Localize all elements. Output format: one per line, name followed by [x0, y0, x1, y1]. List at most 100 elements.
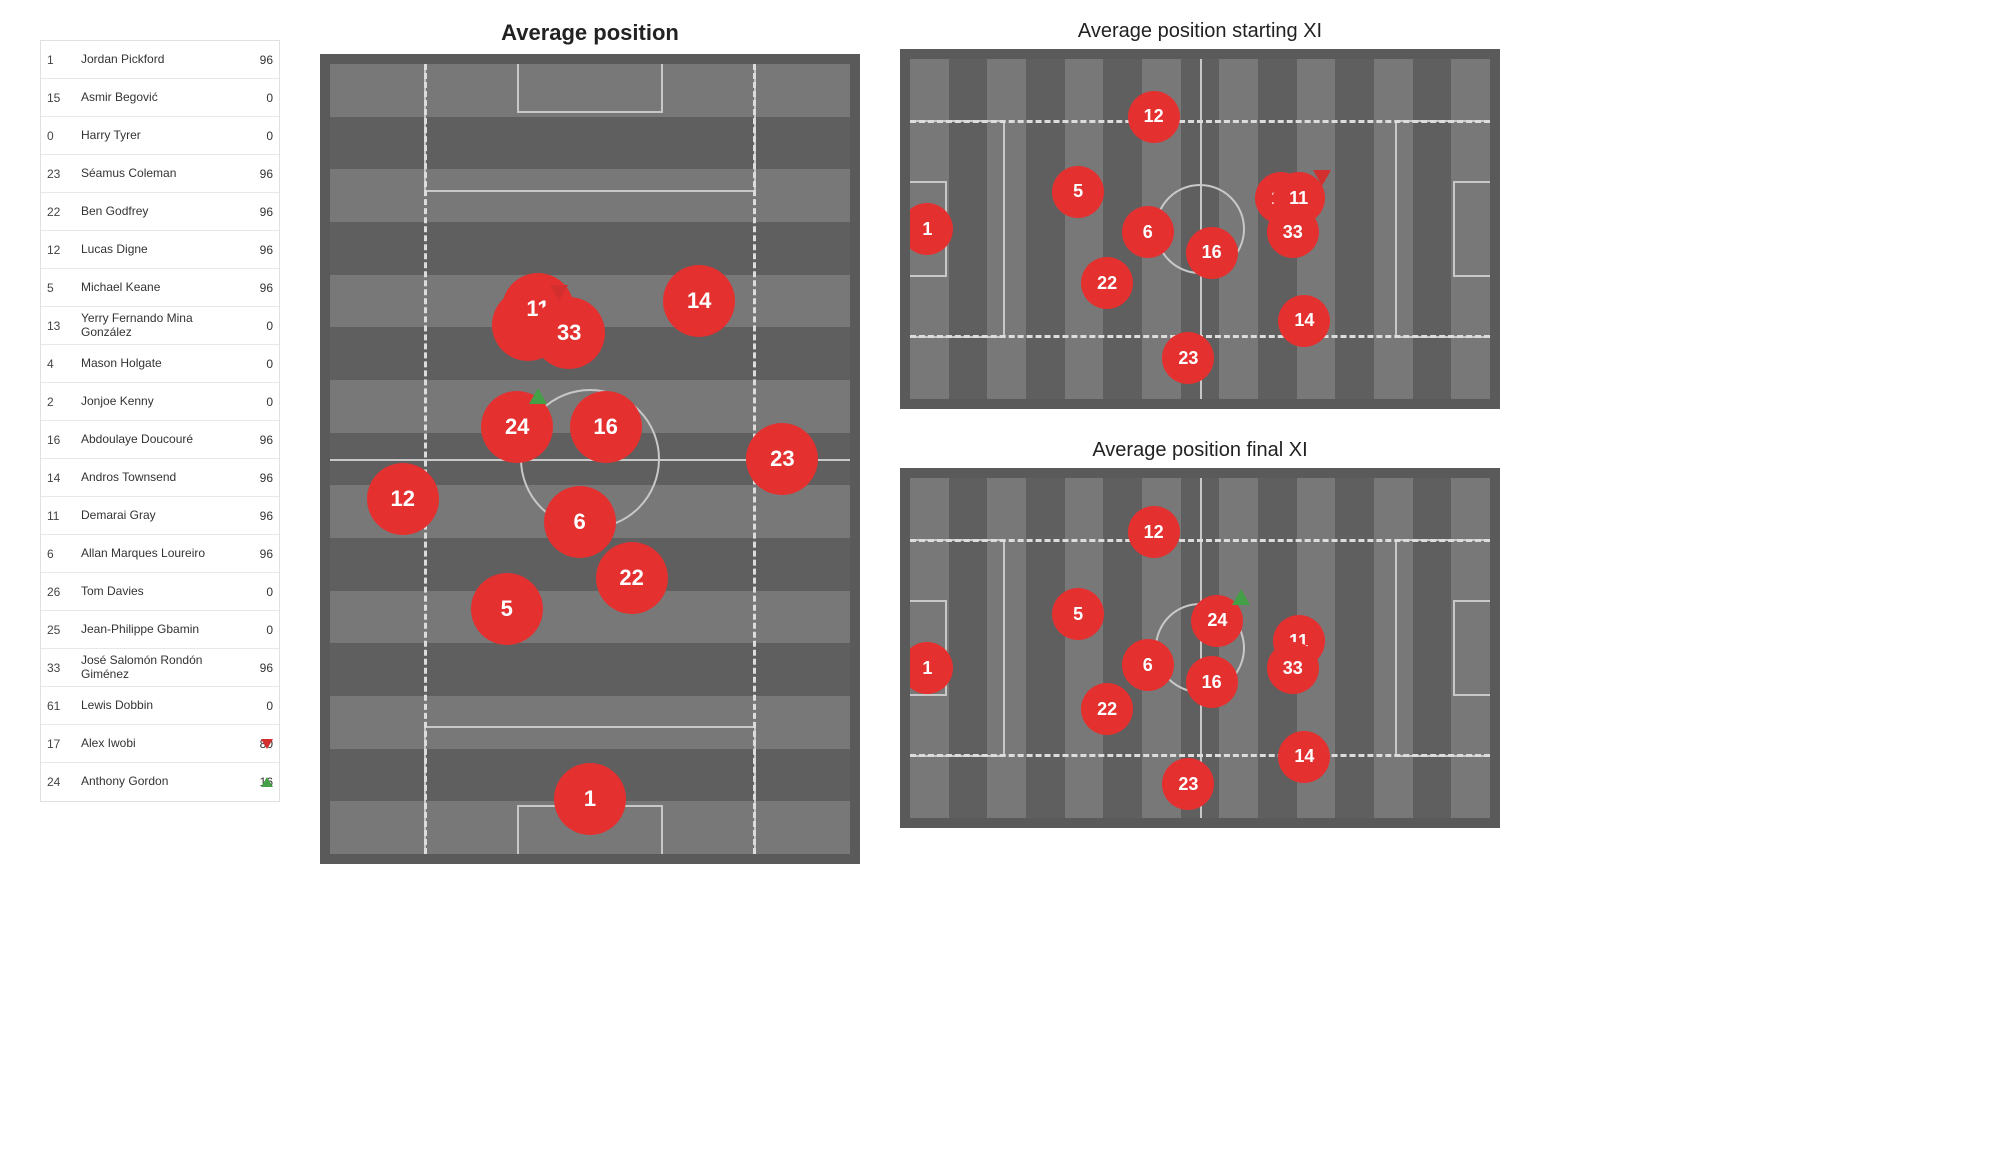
player-row: 2Jonjoe Kenny0: [41, 383, 279, 421]
player-position-dot: 1: [554, 763, 626, 835]
player-number: 0: [47, 129, 77, 143]
player-position-dot: 5: [1052, 588, 1104, 640]
sub-in-icon: [1232, 589, 1250, 605]
player-name: Ben Godfrey: [77, 205, 239, 219]
player-position-dot: 22: [596, 542, 668, 614]
player-number: 22: [47, 205, 77, 219]
sub-in-icon: [529, 388, 547, 404]
player-row: 24Anthony Gordon16: [41, 763, 279, 801]
player-name: Harry Tyrer: [77, 129, 239, 143]
player-position-dot: 6: [1122, 206, 1174, 258]
player-name: Demarai Gray: [77, 509, 239, 523]
player-position-dot: 23: [746, 423, 818, 495]
player-name: Lucas Digne: [77, 243, 239, 257]
player-number: 61: [47, 699, 77, 713]
player-position-dot: 23: [1162, 758, 1214, 810]
player-position-dot: 16: [570, 391, 642, 463]
player-position-dot: 14: [1278, 295, 1330, 347]
player-row: 26Tom Davies0: [41, 573, 279, 611]
main-layout: 1Jordan Pickford9615Asmir Begović00Harry…: [40, 20, 1960, 864]
player-row: 12Lucas Digne96: [41, 231, 279, 269]
player-position-dot: 6: [544, 486, 616, 558]
player-position-dot: 5: [471, 573, 543, 645]
player-number: 12: [47, 243, 77, 257]
player-minutes: 80: [239, 737, 273, 751]
player-minutes: 0: [239, 129, 273, 143]
player-row: 23Séamus Coleman96: [41, 155, 279, 193]
player-name: Jean-Philippe Gbamin: [77, 623, 239, 637]
player-row: 0Harry Tyrer0: [41, 117, 279, 155]
player-minutes: 0: [239, 623, 273, 637]
player-position-dot: 5: [1052, 166, 1104, 218]
player-row: 16Abdoulaye Doucouré96: [41, 421, 279, 459]
player-row: 17Alex Iwobi80: [41, 725, 279, 763]
player-name: Andros Townsend: [77, 471, 239, 485]
player-number: 6: [47, 547, 77, 561]
center-pitch: 152261223241617113314: [320, 54, 860, 864]
player-name: Tom Davies: [77, 585, 239, 599]
player-position-dot: 1: [901, 642, 953, 694]
player-name: Séamus Coleman: [77, 167, 239, 181]
player-minutes: 96: [239, 167, 273, 181]
player-name: Jonjoe Kenny: [77, 395, 239, 409]
player-roster-table: 1Jordan Pickford9615Asmir Begović00Harry…: [40, 40, 280, 802]
player-position-dot: 12: [1128, 91, 1180, 143]
player-row: 6Allan Marques Loureiro96: [41, 535, 279, 573]
player-number: 15: [47, 91, 77, 105]
player-minutes: 0: [239, 319, 273, 333]
player-position-dot: 12: [367, 463, 439, 535]
player-row: 4Mason Holgate0: [41, 345, 279, 383]
player-minutes: 0: [239, 357, 273, 371]
bottom-right-pitch-title: Average position final XI: [900, 439, 1500, 462]
player-name: Jordan Pickford: [77, 53, 239, 67]
player-minutes: 16: [239, 775, 273, 789]
player-number: 14: [47, 471, 77, 485]
player-position-dot: 14: [1278, 731, 1330, 783]
sub-out-icon: [1313, 170, 1331, 186]
player-position-dot: 33: [1267, 206, 1319, 258]
player-minutes: 0: [239, 395, 273, 409]
player-minutes: 96: [239, 205, 273, 219]
player-position-dot: 23: [1162, 332, 1214, 384]
player-row: 1Jordan Pickford96: [41, 41, 279, 79]
right-pitch-column: Average position starting XI 15226122316…: [900, 20, 1500, 828]
player-name: Lewis Dobbin: [77, 699, 239, 713]
player-position-dot: 16: [1186, 227, 1238, 279]
center-pitch-column: Average position 152261223241617113314: [320, 20, 860, 864]
top-right-pitch-title: Average position starting XI: [900, 20, 1500, 43]
player-number: 23: [47, 167, 77, 181]
player-name: Abdoulaye Doucouré: [77, 433, 239, 447]
player-name: Allan Marques Loureiro: [77, 547, 239, 561]
player-row: 11Demarai Gray96: [41, 497, 279, 535]
player-minutes: 96: [239, 547, 273, 561]
player-number: 24: [47, 775, 77, 789]
player-position-dot: 16: [1186, 656, 1238, 708]
player-number: 1: [47, 53, 77, 67]
player-minutes: 96: [239, 661, 273, 675]
player-number: 16: [47, 433, 77, 447]
player-row: 14Andros Townsend96: [41, 459, 279, 497]
center-pitch-title: Average position: [320, 20, 860, 46]
player-position-dot: 14: [663, 265, 735, 337]
player-number: 25: [47, 623, 77, 637]
player-number: 2: [47, 395, 77, 409]
player-position-dot: 12: [1128, 506, 1180, 558]
player-number: 13: [47, 319, 77, 333]
player-minutes: 0: [239, 91, 273, 105]
player-number: 26: [47, 585, 77, 599]
player-position-dot: 33: [1267, 642, 1319, 694]
player-name: Asmir Begović: [77, 91, 239, 105]
top-right-pitch-wrapper: Average position starting XI 15226122316…: [900, 20, 1500, 409]
player-minutes: 96: [239, 433, 273, 447]
player-row: 61Lewis Dobbin0: [41, 687, 279, 725]
player-number: 4: [47, 357, 77, 371]
sub-out-icon: [261, 739, 273, 749]
player-number: 17: [47, 737, 77, 751]
player-row: 5Michael Keane96: [41, 269, 279, 307]
player-minutes: 96: [239, 281, 273, 295]
player-name: José Salomón Rondón Giménez: [77, 654, 239, 682]
sub-out-icon: [550, 285, 568, 301]
bottom-right-pitch-wrapper: Average position final XI 15226122316241…: [900, 439, 1500, 828]
player-position-dot: 33: [533, 297, 605, 369]
bottom-right-pitch: 1522612231624113314: [900, 468, 1500, 828]
